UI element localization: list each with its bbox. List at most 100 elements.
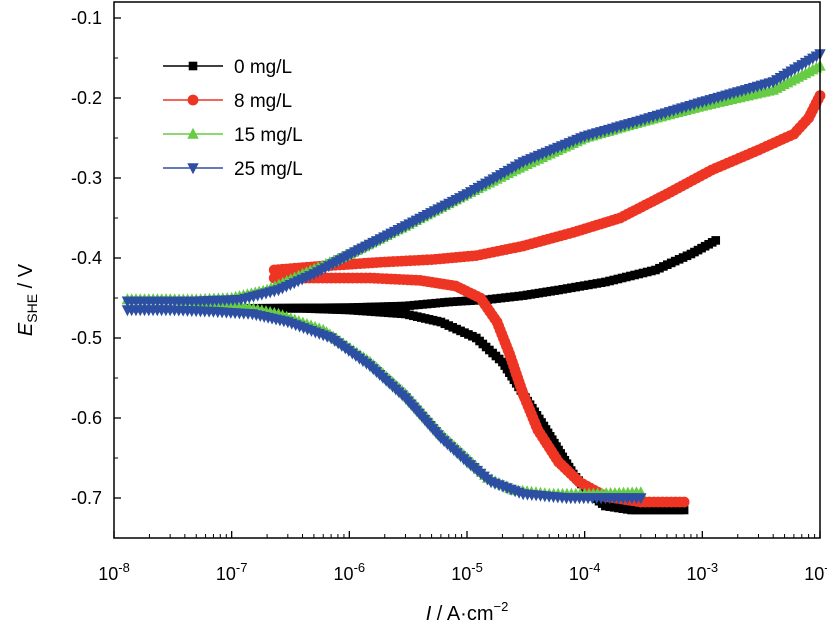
x-tick-label: 10-2: [804, 560, 827, 584]
data-point: [440, 298, 449, 307]
data-point: [678, 496, 690, 508]
data-point: [711, 236, 721, 245]
data-point: [379, 302, 389, 311]
y-axis-symbol: E: [15, 322, 37, 336]
data-point: [622, 505, 632, 514]
x-tick-exponent: -5: [471, 560, 483, 575]
data-point: [448, 297, 458, 307]
legend-marker: [187, 94, 199, 106]
x-tick-exponent: -8: [118, 560, 130, 575]
x-axis-title: I / A·cm−2: [426, 599, 509, 625]
data-point: [418, 300, 428, 309]
data-point: [401, 301, 410, 311]
data-point: [435, 298, 445, 308]
y-tick-label: -0.1: [71, 8, 102, 28]
x-tick-label: 10-7: [216, 560, 248, 584]
data-point: [392, 301, 402, 311]
y-axis-title: ESHE / V: [15, 263, 40, 336]
x-tick-base: 10: [98, 564, 118, 584]
legend-item: 25 mg/L: [163, 159, 303, 180]
data-point: [461, 296, 471, 306]
data-point: [383, 302, 393, 311]
x-axis-unit: / A·cm: [431, 603, 493, 625]
data-point: [679, 505, 689, 515]
legend-item: 0 mg/L: [163, 57, 292, 78]
data-point: [496, 293, 506, 303]
legend-marker: [187, 163, 199, 175]
series-0-mg-l: [232, 236, 721, 515]
series-layer: [121, 49, 826, 515]
x-tick-base: 10: [569, 564, 589, 584]
y-tick-label: -0.7: [71, 488, 102, 508]
ticks-layer: 10-810-710-610-510-410-310-2-0.1-0.2-0.3…: [71, 8, 827, 584]
data-point: [345, 303, 354, 312]
x-tick-label: 10-5: [451, 560, 483, 584]
legend-label: 25 mg/L: [234, 159, 303, 180]
x-tick-base: 10: [334, 564, 354, 584]
data-point: [487, 294, 497, 304]
legend: 0 mg/L 8 mg/L 15 mg/L 25 mg/L: [163, 57, 303, 180]
data-point: [379, 308, 389, 317]
legend-marker: [187, 127, 199, 139]
data-point: [505, 292, 515, 302]
legend-label: 8 mg/L: [234, 91, 292, 112]
x-tick-base: 10: [216, 564, 236, 584]
data-point: [366, 307, 376, 316]
x-tick-base: 10: [451, 564, 471, 584]
data-point: [405, 301, 415, 310]
data-point: [514, 291, 524, 301]
data-point: [353, 303, 363, 312]
data-point: [396, 301, 406, 311]
data-point: [618, 504, 628, 513]
data-point: [614, 503, 623, 513]
x-tick-exponent: -4: [589, 560, 601, 575]
data-point: [392, 309, 402, 318]
x-tick-label: 10-6: [334, 560, 366, 584]
y-tick-label: -0.6: [71, 408, 102, 428]
legend-marker: [188, 61, 198, 71]
data-point: [431, 298, 441, 308]
y-tick-label: -0.4: [71, 248, 102, 268]
data-point: [466, 296, 475, 305]
data-point: [605, 502, 615, 511]
x-axis-exponent: −2: [493, 599, 508, 614]
x-tick-label: 10-3: [687, 560, 719, 584]
data-point: [349, 303, 358, 312]
data-point: [362, 302, 371, 312]
data-point: [370, 307, 380, 317]
data-point: [366, 302, 376, 312]
y-axis-subscript: SHE: [24, 294, 40, 323]
series-line-cathodic: [236, 307, 685, 511]
series-15-mg-l: [121, 59, 826, 499]
data-point: [635, 493, 647, 505]
data-point: [509, 292, 519, 301]
data-point: [501, 293, 510, 302]
x-tick-exponent: -3: [707, 560, 719, 575]
x-tick-base: 10: [804, 564, 824, 584]
series-25-mg-l: [121, 49, 826, 505]
data-point: [375, 307, 384, 317]
y-tick-label: -0.3: [71, 168, 102, 188]
y-axis-unit: / V: [15, 263, 37, 294]
data-point: [492, 294, 501, 303]
data-point: [601, 501, 610, 511]
data-point: [370, 302, 380, 312]
data-point: [409, 300, 419, 310]
legend-item: 8 mg/L: [163, 91, 292, 112]
legend-label: 0 mg/L: [234, 57, 292, 78]
x-tick-exponent: -2: [824, 560, 827, 575]
data-point: [383, 308, 393, 318]
data-point: [453, 297, 462, 306]
data-point: [414, 300, 423, 310]
y-tick-label: -0.5: [71, 328, 102, 348]
data-point: [357, 302, 367, 312]
x-tick-exponent: -7: [236, 560, 248, 575]
x-tick-label: 10-8: [98, 560, 130, 584]
legend-item: 15 mg/L: [163, 125, 303, 146]
series-line-anodic: [127, 53, 821, 302]
data-point: [457, 296, 467, 306]
legend-label: 15 mg/L: [234, 125, 303, 146]
x-tick-exponent: -6: [354, 560, 366, 575]
data-point: [444, 297, 454, 307]
